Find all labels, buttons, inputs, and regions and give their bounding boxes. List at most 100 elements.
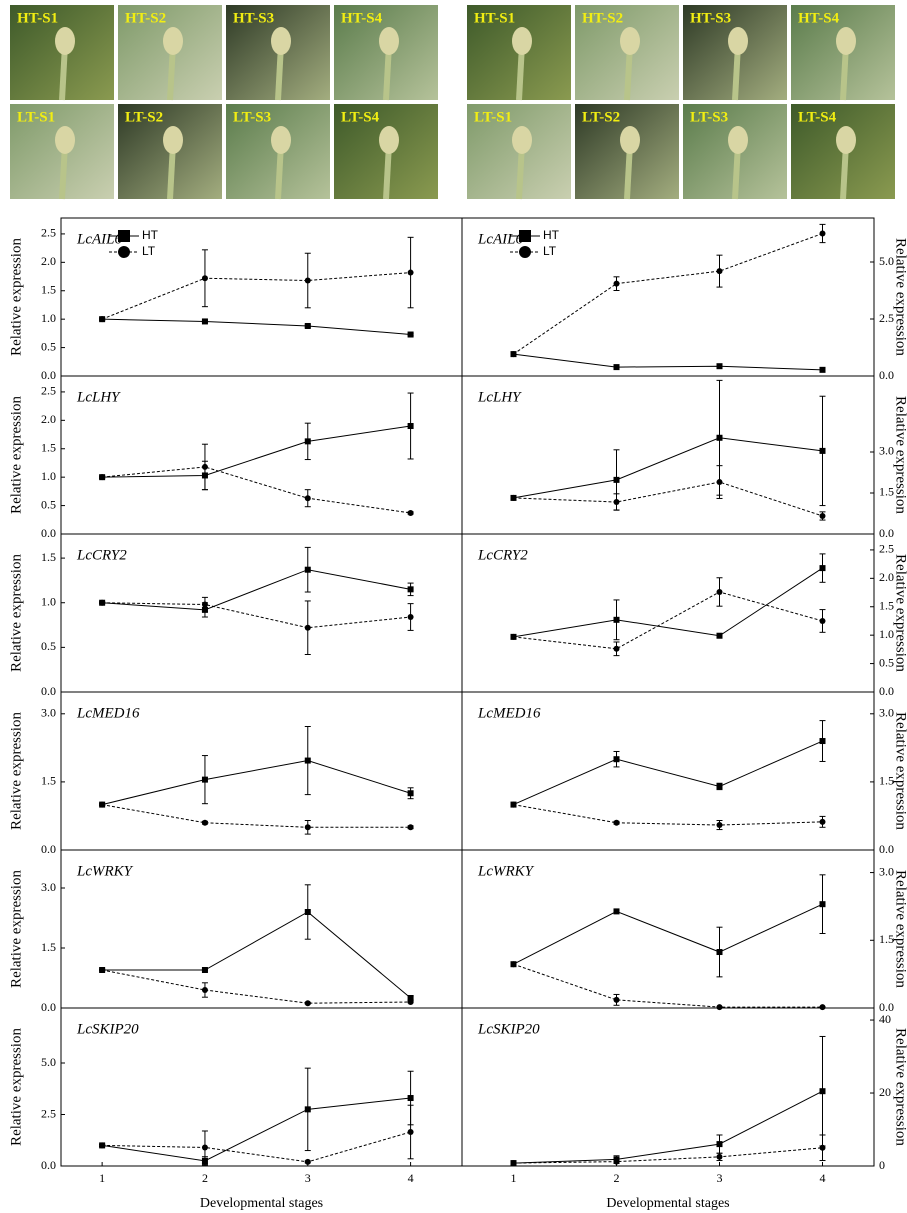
- marker: [820, 1004, 826, 1010]
- y-tick-label: 1.0: [41, 311, 56, 325]
- y-tick-label: 1.5: [879, 774, 894, 788]
- y-tick-label: 2.5: [41, 384, 56, 398]
- marker: [614, 820, 620, 826]
- marker: [99, 474, 105, 480]
- chart-title: LcWRKY: [477, 863, 535, 879]
- marker: [511, 495, 517, 501]
- legend-label: HT: [543, 228, 560, 242]
- y-tick-label: 5.0: [41, 1055, 56, 1069]
- marker: [717, 435, 723, 441]
- photo-label: HT-S1: [474, 10, 515, 26]
- photo-bud: [163, 126, 183, 154]
- marker: [820, 565, 826, 571]
- legend-label: LT: [142, 244, 156, 258]
- marker: [408, 586, 414, 592]
- marker: [717, 783, 723, 789]
- y-tick-label: 3.0: [41, 706, 56, 720]
- y-tick-label: 1.0: [879, 627, 894, 641]
- y-tick-label: 0.0: [879, 368, 894, 382]
- photo-label: HT-S4: [341, 10, 383, 26]
- marker: [820, 513, 826, 519]
- photo-bud: [620, 126, 640, 154]
- x-axis-label: Developmental stages: [606, 1196, 729, 1211]
- marker: [820, 618, 826, 624]
- y-axis-label: Relative expression: [8, 1028, 24, 1146]
- photo-bud: [163, 27, 183, 55]
- x-tick-label: 4: [408, 1171, 414, 1185]
- photo-label: LT-S3: [690, 109, 728, 125]
- marker: [202, 1144, 208, 1150]
- y-tick-label: 0.0: [41, 684, 56, 698]
- photo-bud: [728, 27, 748, 55]
- marker: [408, 824, 414, 830]
- y-tick-label: 20: [879, 1085, 891, 1099]
- y-axis-label: Relative expression: [8, 396, 24, 514]
- marker: [408, 1095, 414, 1101]
- y-tick-label: 0.5: [879, 655, 894, 669]
- marker: [305, 1000, 311, 1006]
- marker: [614, 617, 620, 623]
- marker: [511, 802, 517, 808]
- legend-marker: [118, 246, 130, 258]
- marker: [614, 281, 620, 287]
- marker: [408, 1129, 414, 1135]
- marker: [305, 758, 311, 764]
- chart-title: LcLHY: [477, 389, 522, 405]
- x-tick-label: 4: [820, 1171, 826, 1185]
- y-axis-label: Relative expression: [8, 712, 24, 830]
- y-axis-label: Relative expression: [893, 554, 907, 672]
- chart-title: LcCRY2: [76, 547, 127, 563]
- chart-title: LcMED16: [76, 705, 140, 721]
- y-tick-label: 1.0: [41, 469, 56, 483]
- marker: [717, 268, 723, 274]
- y-tick-label: 0.5: [41, 339, 56, 353]
- photo-label: HT-S2: [582, 10, 623, 26]
- y-tick-label: 0.5: [41, 497, 56, 511]
- marker: [614, 646, 620, 652]
- photo-bud: [620, 27, 640, 55]
- page: HT-S1HT-S2HT-S3HT-S4LT-S1LT-S2LT-S3LT-S4…: [0, 0, 907, 1213]
- marker: [511, 1160, 517, 1166]
- photo-label: LT-S2: [125, 109, 163, 125]
- marker: [202, 602, 208, 608]
- chart-title: LcMED16: [477, 705, 541, 721]
- photo-label: HT-S3: [233, 10, 274, 26]
- y-tick-label: 2.5: [41, 226, 56, 240]
- marker: [408, 790, 414, 796]
- marker: [305, 625, 311, 631]
- y-tick-label: 3.0: [879, 444, 894, 458]
- marker: [820, 448, 826, 454]
- marker: [511, 634, 517, 640]
- y-tick-label: 1.0: [41, 594, 56, 608]
- chart-title: LcAIL6: [477, 231, 524, 247]
- marker: [408, 270, 414, 276]
- x-tick-label: 1: [511, 1171, 517, 1185]
- marker: [99, 316, 105, 322]
- marker: [408, 332, 414, 338]
- y-tick-label: 1.5: [41, 440, 56, 454]
- marker: [614, 1159, 620, 1165]
- marker: [202, 987, 208, 993]
- marker: [305, 278, 311, 284]
- marker: [305, 438, 311, 444]
- photo-bud: [379, 126, 399, 154]
- y-tick-label: 1.5: [879, 598, 894, 612]
- marker: [717, 822, 723, 828]
- marker: [408, 423, 414, 429]
- y-axis-label: Relative expression: [893, 396, 907, 514]
- marker: [614, 908, 620, 914]
- chart-title: LcLHY: [76, 389, 121, 405]
- y-tick-label: 1.5: [41, 940, 56, 954]
- photo-bud: [271, 126, 291, 154]
- x-tick-label: 3: [717, 1171, 723, 1185]
- y-axis-label: Relative expression: [893, 712, 907, 830]
- marker: [305, 323, 311, 329]
- marker: [305, 1159, 311, 1165]
- marker: [820, 819, 826, 825]
- marker: [717, 363, 723, 369]
- chart-title: LcSKIP20: [76, 1021, 139, 1037]
- photo-label: LT-S1: [17, 109, 55, 125]
- chart-title: LcAIL6: [76, 231, 123, 247]
- y-tick-label: 2.0: [41, 254, 56, 268]
- y-tick-label: 1.5: [879, 485, 894, 499]
